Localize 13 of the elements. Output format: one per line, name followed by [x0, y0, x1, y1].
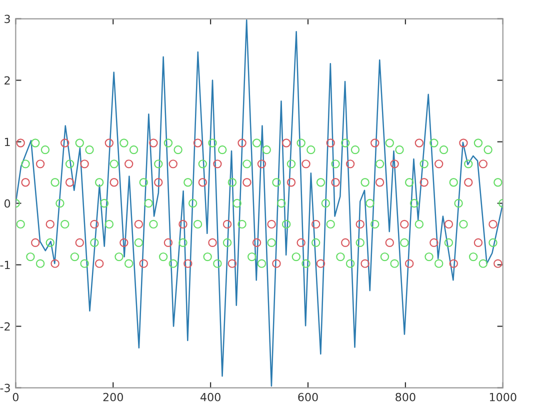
y-tick-label: -2: [0, 322, 10, 331]
y-tick-label: 2: [4, 76, 10, 84]
y-tick-label: 0: [4, 199, 10, 208]
y-tick-label: 1: [4, 138, 10, 146]
x-tick-label: 600: [298, 392, 318, 402]
x-tick-label: 800: [396, 392, 416, 402]
x-tick-label: 200: [103, 392, 123, 402]
x-tick-label: 1000: [490, 392, 516, 402]
y-tick-label: -1: [0, 260, 10, 270]
y-tick-label: -3: [0, 384, 10, 392]
x-tick-label: 400: [200, 392, 220, 402]
x-tick-label: 0: [12, 392, 18, 402]
y-tick-label: 3: [4, 14, 10, 24]
